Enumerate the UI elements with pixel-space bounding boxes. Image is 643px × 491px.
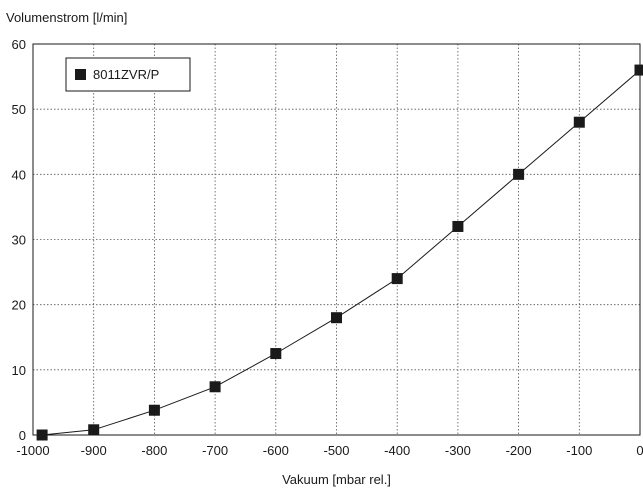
x-tick-label: -600 (263, 443, 289, 458)
legend-label: 8011ZVR/P (93, 67, 159, 82)
data-point (331, 312, 342, 324)
x-axis-label: Vakuum [mbar rel.] (282, 472, 391, 487)
legend-marker (75, 69, 86, 80)
data-point (36, 429, 48, 441)
y-tick-label: 30 (12, 233, 26, 248)
x-tick-label: -900 (81, 443, 107, 458)
x-tick-label: -200 (506, 443, 532, 458)
y-tick-label: 40 (12, 167, 26, 182)
x-tick-label: 0 (636, 443, 643, 458)
x-tick-label: -800 (141, 443, 167, 458)
data-point (88, 424, 100, 436)
y-tick-label: 20 (12, 298, 26, 313)
y-tick-label: 10 (12, 363, 26, 378)
x-tick-label: -400 (384, 443, 410, 458)
y-tick-label: 0 (19, 428, 26, 443)
x-tick-label: -500 (323, 443, 349, 458)
legend: 8011ZVR/P (65, 57, 191, 92)
data-point (513, 168, 525, 180)
x-tick-label: -100 (566, 443, 592, 458)
data-point (270, 348, 282, 360)
data-point (452, 220, 464, 232)
data-point (148, 404, 160, 416)
data-point (634, 64, 643, 76)
y-tick-label: 50 (12, 102, 26, 117)
x-tick-label: -300 (445, 443, 471, 458)
data-point (391, 273, 403, 285)
y-axis-label: Volumenstrom [l/min] (6, 10, 127, 25)
y-tick-label: 60 (12, 37, 26, 52)
data-point (573, 116, 585, 128)
x-tick-label: -700 (202, 443, 228, 458)
plot-frame (32, 43, 641, 436)
legend-box (65, 57, 191, 92)
series-line (42, 69, 641, 436)
grid (33, 44, 640, 435)
data-point (209, 381, 221, 393)
series-group (36, 64, 643, 441)
tick-labels: -1000 -900 -800 -700 -600 -500 -400 -300 -200 -10… (12, 37, 643, 458)
x-tick-label: -1000 (16, 443, 49, 458)
